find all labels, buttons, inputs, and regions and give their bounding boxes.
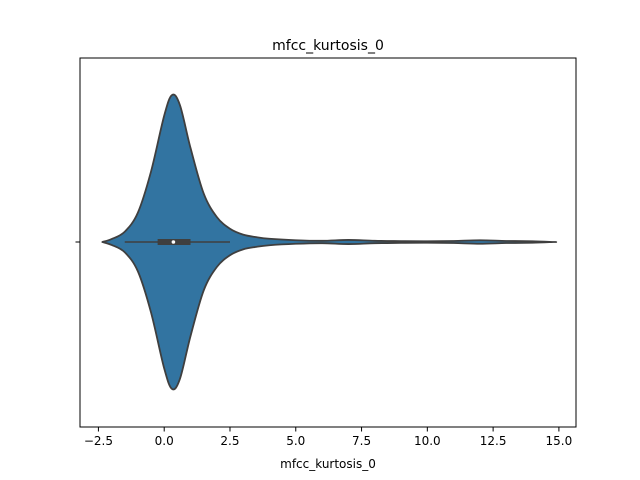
x-tick-label: 10.0 [414,434,441,448]
x-axis: −2.5 0.0 2.5 5.0 7.5 10.0 12.5 15.0 [84,427,572,448]
x-tick-label: 5.0 [286,434,305,448]
violin-layer [101,93,558,391]
x-tick-label: 12.5 [480,434,507,448]
box-median-dot [171,240,176,244]
x-tick-label: 0.0 [155,434,174,448]
x-tick-label: 15.0 [546,434,573,448]
violin-body [101,93,558,391]
x-axis-label: mfcc_kurtosis_0 [280,457,376,471]
x-tick-label: 7.5 [352,434,371,448]
x-tick-label: 2.5 [220,434,239,448]
chart-title: mfcc_kurtosis_0 [272,38,384,54]
x-tick-label: −2.5 [84,434,113,448]
